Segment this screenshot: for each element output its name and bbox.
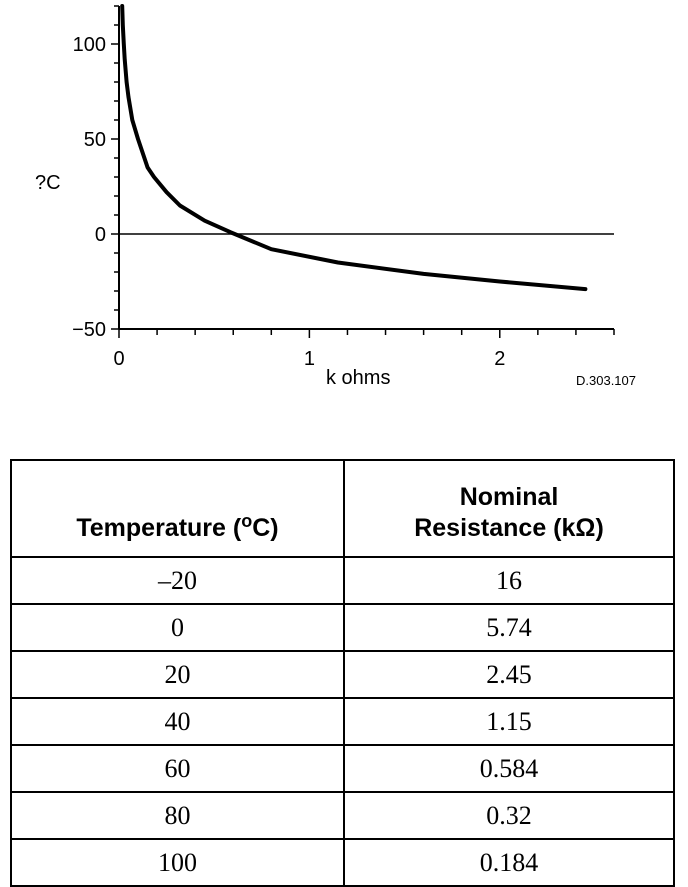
degree-symbol: o <box>241 510 253 531</box>
temperature-cell: 100 <box>10 838 345 887</box>
thermistor-chart: −50 0 50 100 0 1 2 ?C k ohms D.303.107 <box>35 4 636 389</box>
x-tick-label: 0 <box>113 348 124 370</box>
resistance-column-header: Nominal Resistance (kΩ) <box>343 459 675 558</box>
temperature-unit-suffix: C) <box>252 513 279 542</box>
y-axis-label: ?C <box>35 172 61 194</box>
temperature-cell: 20 <box>10 650 345 699</box>
y-tick-label: −50 <box>72 319 106 341</box>
table-row: 20 2.45 <box>10 650 675 699</box>
temperature-cell: 0 <box>10 603 345 652</box>
temperature-header-text: Temperature <box>76 513 226 542</box>
table-row: 0 5.74 <box>10 603 675 652</box>
x-tick-label: 1 <box>304 348 315 370</box>
figure-code: D.303.107 <box>576 373 636 388</box>
resistance-cell: 16 <box>343 556 675 605</box>
temperature-cell: 60 <box>10 744 345 793</box>
resistance-cell: 5.74 <box>343 603 675 652</box>
y-tick-label: 50 <box>84 129 106 151</box>
table-row: 100 0.184 <box>10 838 675 887</box>
y-tick-label: 100 <box>73 34 106 56</box>
resistance-cell: 0.32 <box>343 791 675 840</box>
table-row: 80 0.32 <box>10 791 675 840</box>
temperature-cell: 80 <box>10 791 345 840</box>
table-header-row: Temperature (oC) Nominal Resistance (kΩ) <box>10 459 675 558</box>
temperature-cell: 40 <box>10 697 345 746</box>
temperature-column-header: Temperature (oC) <box>10 459 345 558</box>
resistance-table: Temperature (oC) Nominal Resistance (kΩ) … <box>10 459 675 887</box>
resistance-cell: 0.184 <box>343 838 675 887</box>
tick-labels: −50 0 50 100 0 1 2 <box>72 34 505 370</box>
table-row: 40 1.15 <box>10 697 675 746</box>
table-row: –20 16 <box>10 556 675 605</box>
resistance-temperature-curve <box>120 4 588 292</box>
resistance-cell: 2.45 <box>343 650 675 699</box>
temperature-cell: –20 <box>10 556 345 605</box>
x-axis-label: k ohms <box>326 367 390 389</box>
resistance-header-line2: Resistance (kΩ) <box>414 513 604 542</box>
chart-axes <box>111 5 615 338</box>
x-tick-label: 2 <box>494 348 505 370</box>
resistance-cell: 1.15 <box>343 697 675 746</box>
table-row: 60 0.584 <box>10 744 675 793</box>
resistance-cell: 0.584 <box>343 744 675 793</box>
y-tick-label: 0 <box>95 224 106 246</box>
temperature-unit-prefix: ( <box>232 513 242 542</box>
resistance-header-line1: Nominal <box>459 482 559 511</box>
